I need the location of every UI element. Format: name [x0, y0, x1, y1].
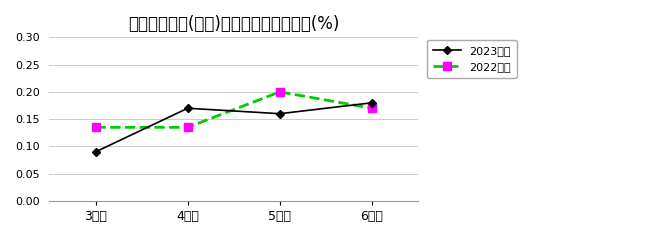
2022年度 — [92, 126, 99, 129]
Legend: 2023年度, 2022年度: 2023年度, 2022年度 — [427, 40, 517, 78]
2023年度 — [368, 101, 376, 104]
Title: お礼・お褒め(営業)一人当たりの発生率(%): お礼・お褒め(営業)一人当たりの発生率(%) — [128, 15, 339, 33]
2022年度 — [368, 107, 376, 110]
2022年度 — [184, 126, 192, 129]
2023年度 — [184, 107, 192, 110]
2023年度 — [276, 112, 283, 115]
2023年度 — [92, 150, 99, 153]
2022年度 — [276, 90, 283, 93]
Line: 2022年度: 2022年度 — [92, 88, 376, 132]
Line: 2023年度: 2023年度 — [93, 100, 374, 155]
